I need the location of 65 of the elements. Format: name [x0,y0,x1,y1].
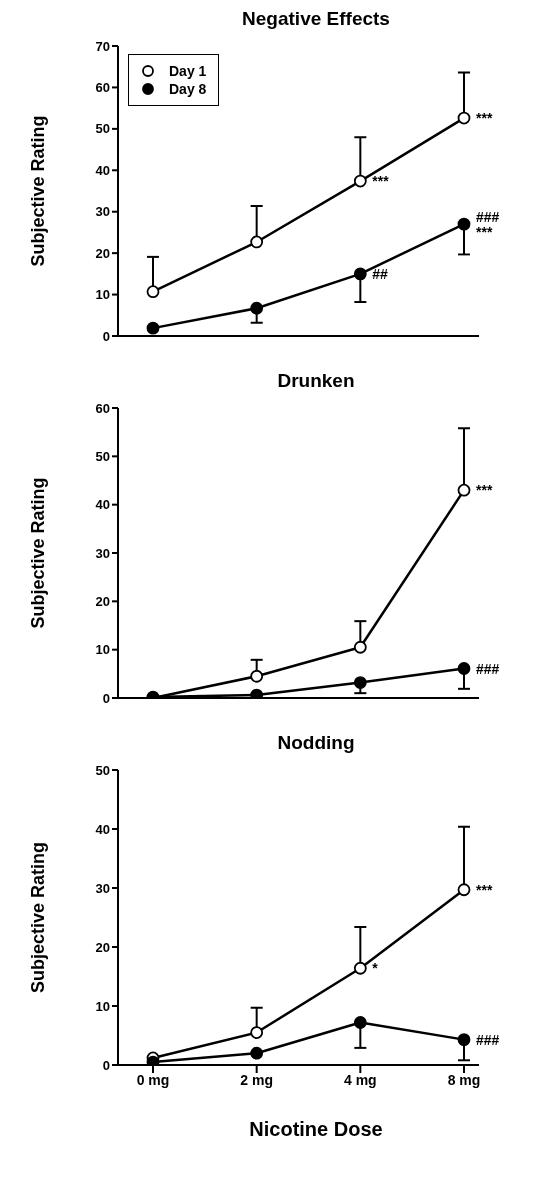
x-axis-title: Nicotine Dose [248,1118,384,1141]
point [353,961,367,975]
point [146,285,160,299]
annotation: *** [476,881,493,898]
annotation: * [372,960,379,977]
point [457,111,471,125]
point [457,483,471,497]
point [250,669,264,683]
point [457,1033,471,1047]
point [250,301,264,315]
point [353,676,367,689]
legend-label: Day 8 [168,81,207,97]
chart-title: Nodding [276,732,356,755]
y-tick-label: 10 [95,998,110,1014]
point [250,235,264,249]
y-axis-title: Subjective Rating [28,115,49,267]
y-tick-label: 20 [95,593,110,609]
y-tick-label: 30 [95,880,110,896]
point [250,1026,264,1039]
y-tick-label: 40 [95,162,110,178]
y-tick-label: 70 [95,38,110,54]
point [353,640,367,654]
annotation: *** [476,223,493,240]
point [457,217,471,231]
annotation: *** [476,110,493,127]
y-tick-label: 0 [102,690,110,706]
x-tick-label: 0 mg [136,1071,170,1088]
x-tick-label: 4 mg [343,1071,377,1088]
chart-title: Drunken [276,370,356,393]
y-tick-label: 20 [95,245,110,261]
y-tick-label: 60 [95,80,110,96]
y-tick-label: 50 [95,762,110,778]
point [353,1016,367,1029]
annotation: ### [476,1031,500,1048]
y-tick-label: 0 [102,328,110,344]
point [353,174,367,188]
point [250,1046,264,1060]
annotation: ### [476,208,500,225]
y-axis-title: Subjective Rating [28,841,49,994]
annotation: ## [372,265,389,282]
annotation: ### [476,660,500,677]
y-tick-label: 40 [95,821,110,837]
y-tick-label: 30 [95,204,110,220]
y-tick-label: 50 [95,121,110,137]
point [457,883,471,897]
annotation: *** [476,482,493,499]
y-tick-label: 60 [95,400,110,416]
y-tick-label: 10 [95,287,110,303]
y-tick-label: 30 [95,545,110,561]
x-tick-label: 2 mg [240,1071,274,1088]
x-tick-label: 8 mg [447,1071,481,1088]
point [146,1055,160,1065]
y-tick-label: 40 [95,497,110,513]
point [353,267,367,281]
point [457,662,471,675]
y-tick-label: 50 [95,448,110,464]
y-tick-label: 20 [95,939,110,955]
y-tick-label: 10 [95,642,110,658]
y-axis-title: Subjective Rating [28,477,49,629]
chart-title: Negative Effects [241,8,391,31]
annotation: *** [372,173,390,190]
y-tick-label: 0 [102,1057,110,1073]
point [146,321,160,335]
legend-label: Day 1 [168,63,207,79]
point [250,688,264,698]
